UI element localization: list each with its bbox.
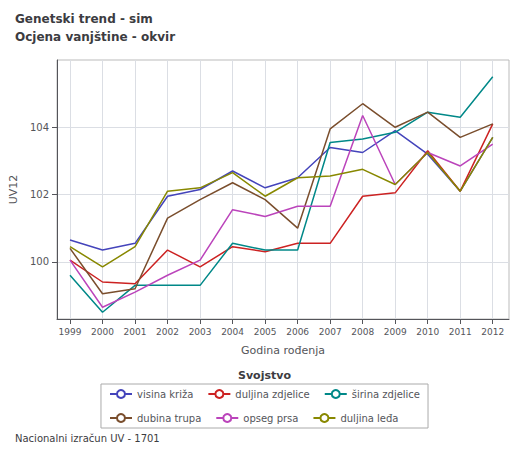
- svg-text:2010: 2010: [416, 327, 439, 337]
- svg-text:2009: 2009: [384, 327, 407, 337]
- svg-text:2006: 2006: [286, 327, 309, 337]
- svg-text:opseg prsa: opseg prsa: [243, 413, 298, 424]
- svg-text:2000: 2000: [91, 327, 114, 337]
- svg-text:2012: 2012: [481, 327, 504, 337]
- svg-text:1999: 1999: [59, 327, 82, 337]
- svg-text:Ocjena vanjštine - okvir: Ocjena vanjštine - okvir: [15, 30, 175, 44]
- svg-text:2004: 2004: [221, 327, 244, 337]
- svg-text:Godina rođenja: Godina rođenja: [241, 344, 325, 357]
- svg-text:Genetski trend - sim: Genetski trend - sim: [15, 12, 153, 26]
- svg-text:2002: 2002: [156, 327, 179, 337]
- svg-text:duljina leđa: duljina leđa: [340, 413, 398, 424]
- svg-text:104: 104: [30, 122, 49, 133]
- svg-text:2008: 2008: [351, 327, 374, 337]
- svg-text:2005: 2005: [254, 327, 277, 337]
- svg-text:100: 100: [30, 256, 49, 267]
- svg-text:102: 102: [30, 189, 49, 200]
- svg-text:visina križa: visina križa: [137, 389, 193, 400]
- svg-text:2007: 2007: [319, 327, 342, 337]
- svg-text:Nacionalni izračun UV - 1701: Nacionalni izračun UV - 1701: [15, 433, 160, 444]
- svg-text:UV12: UV12: [7, 175, 20, 205]
- svg-text:Svojstvo: Svojstvo: [238, 369, 291, 382]
- svg-text:dubina trupa: dubina trupa: [137, 413, 201, 424]
- svg-text:2011: 2011: [449, 327, 472, 337]
- svg-text:duljina zdjelice: duljina zdjelice: [235, 389, 309, 400]
- svg-text:2003: 2003: [189, 327, 212, 337]
- svg-text:2001: 2001: [124, 327, 147, 337]
- svg-text:širina zdjelice: širina zdjelice: [352, 389, 420, 400]
